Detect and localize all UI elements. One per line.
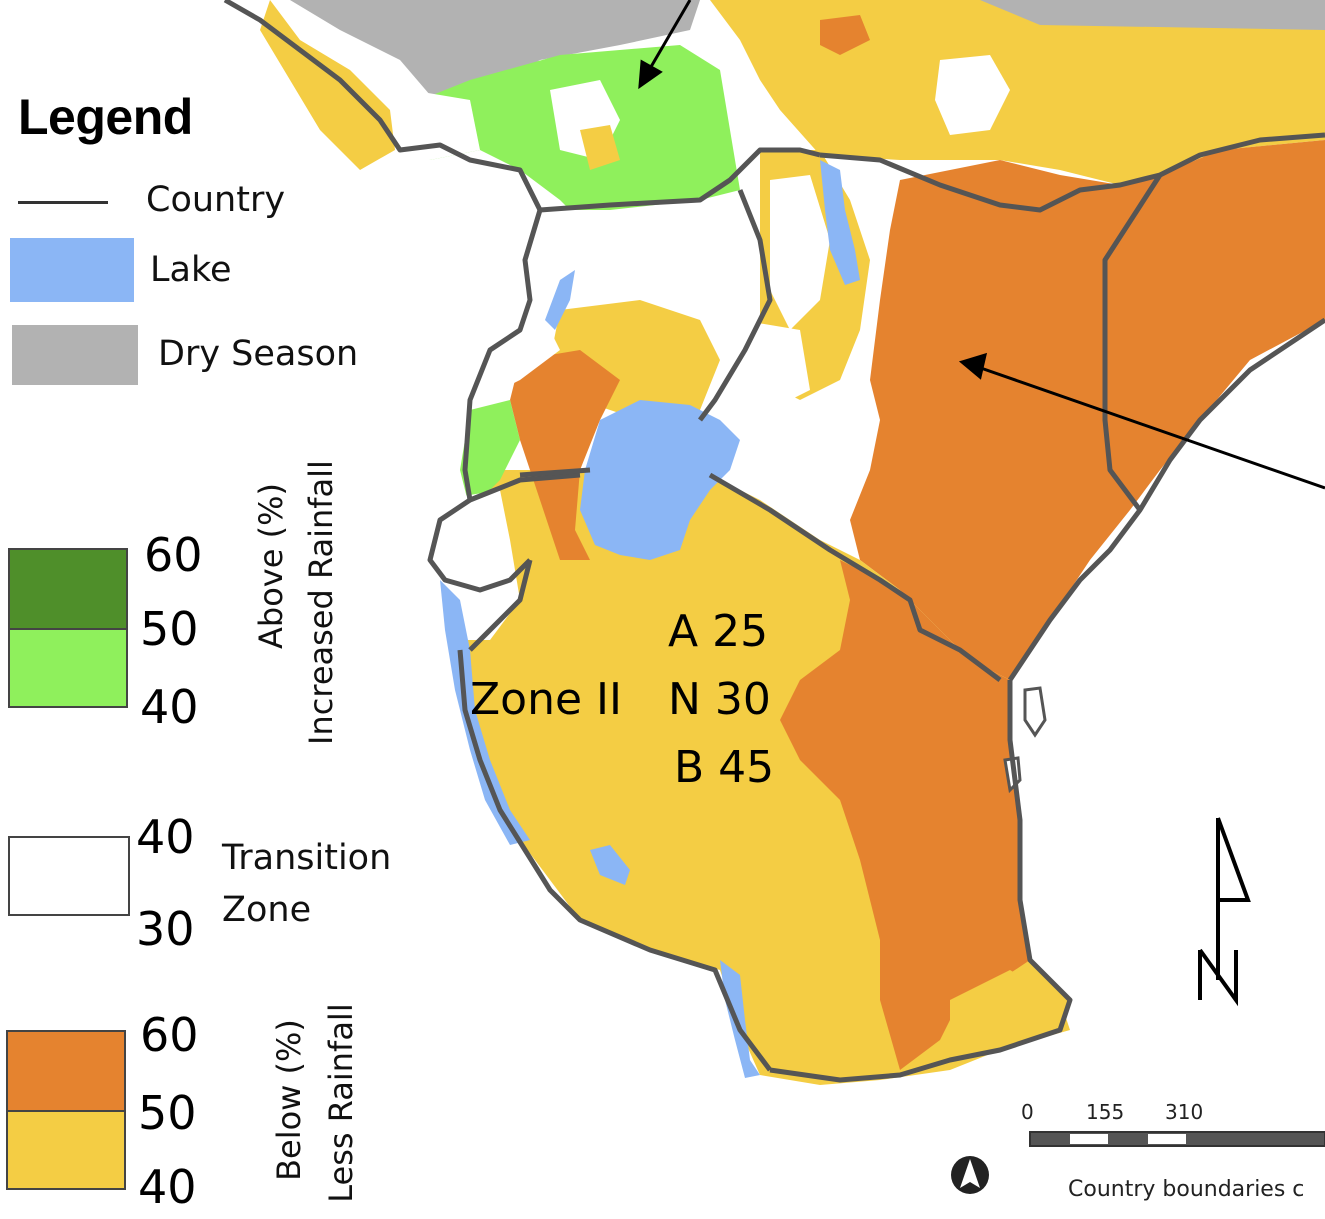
north-white-patch: [935, 55, 1010, 135]
border-kenya-somalia: [1102, 173, 1163, 512]
white-patch-kenya: [770, 175, 830, 330]
border-south-sudan-uganda: [539, 147, 821, 213]
below-tick-50: 50: [138, 1086, 197, 1140]
legend-country-label: Country: [146, 180, 286, 220]
border-coast-tanzania: [769, 680, 1073, 1083]
above-tick-60: 60: [144, 528, 203, 582]
north-arrow: [1198, 817, 1251, 1007]
below-label-line2: Less Rainfall: [322, 1003, 360, 1203]
zone-value-b: B 45: [674, 742, 775, 793]
dry-season-region: [290, 0, 700, 100]
zone-name: Zone II: [470, 674, 622, 725]
north-orange-patch: [820, 15, 870, 55]
compass-circle-icon: [951, 1156, 989, 1194]
zanzibar-island: [1023, 686, 1047, 738]
transition-label-line1: Transition: [222, 838, 392, 878]
above-tick-40: 40: [140, 680, 199, 734]
zone-value-n: N 30: [668, 674, 771, 725]
pointer-arrow-north-head: [638, 59, 663, 90]
below-50-60-swatch: [6, 1030, 126, 1112]
above-50-60-swatch: [8, 548, 128, 630]
border-rwanda-burundi: [427, 472, 581, 593]
border-uganda-kenya: [698, 189, 773, 422]
scale-tick-155: 155: [1086, 1100, 1125, 1124]
legend-dry-season-label: Dry Season: [158, 334, 359, 374]
pointer-arrow-east-head: [958, 352, 988, 380]
dry-season-swatch: [12, 325, 138, 385]
transition-label-line2: Zone: [222, 890, 312, 930]
tanzania-orange: [780, 560, 1030, 1070]
below-40-50-swatch: [6, 1110, 126, 1190]
border-drc-tanzania: [468, 559, 533, 652]
zone-value-a: A 25: [668, 606, 769, 657]
white-patch-kenya-2: [740, 320, 810, 410]
border-uganda-west: [462, 209, 543, 501]
below-label-line1: Below (%): [270, 1019, 308, 1181]
border-tanzania-south: [457, 649, 772, 1072]
west-green-strip: [460, 400, 520, 510]
border-uganda-tanzania: [519, 467, 591, 478]
transition-tick-40: 40: [136, 810, 195, 864]
border-north: [223, 0, 543, 212]
above-label-line2: Increased Rainfall: [302, 460, 340, 745]
below-tick-40: 40: [138, 1160, 197, 1214]
border-kenya-north: [819, 132, 1325, 213]
lake-victoria-orange: [510, 350, 620, 560]
lake-tanganyika: [440, 580, 530, 845]
white-north-1: [395, 90, 480, 160]
legend-title: Legend: [18, 89, 193, 145]
transition-swatch: [8, 836, 130, 916]
lake-turkana: [820, 160, 860, 285]
lake-malawi: [720, 960, 760, 1078]
above-tick-50: 50: [140, 602, 199, 656]
border-coast-kenya: [1007, 317, 1325, 682]
above-40-50-swatch: [8, 628, 128, 708]
kenya-orange: [850, 140, 1325, 680]
dry-season-region-2: [980, 0, 1325, 30]
lake-rukwa: [590, 845, 630, 885]
pointer-arrow-north: [646, 0, 692, 73]
below-tick-60: 60: [140, 1008, 199, 1062]
west-white-strip: [480, 310, 560, 400]
scale-bar: [1029, 1131, 1325, 1147]
lake-victoria: [580, 400, 740, 560]
north-yellow-region: [270, 0, 1325, 185]
yellow-patch-n: [580, 125, 620, 170]
pointer-arrow-east: [974, 364, 1325, 490]
credit-text: Country boundaries c: [1068, 1177, 1305, 1202]
transition-tick-30: 30: [136, 902, 195, 956]
legend-lake-label: Lake: [150, 250, 232, 290]
lake-swatch: [10, 238, 134, 302]
scale-tick-310: 310: [1165, 1100, 1204, 1124]
scale-tick-0: 0: [1021, 1100, 1034, 1124]
country-line-swatch: [18, 201, 108, 204]
lake-albert: [545, 270, 575, 330]
border-kenya-tanzania: [708, 472, 1002, 682]
above-label-line1: Above (%): [252, 483, 290, 649]
